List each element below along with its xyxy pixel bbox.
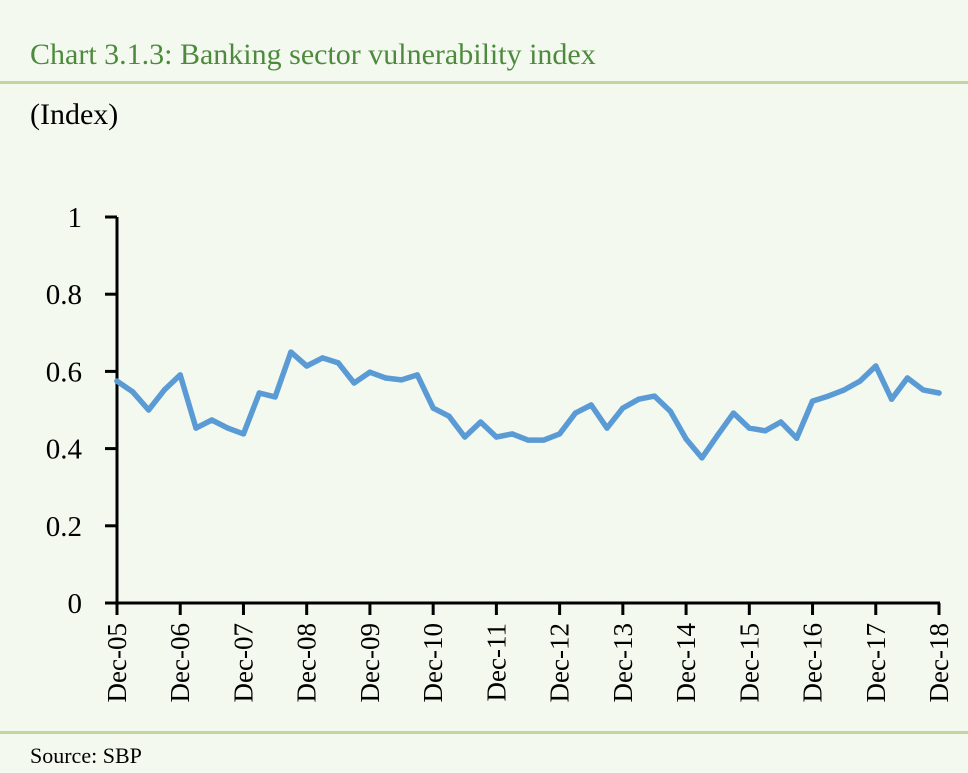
- data-point: [873, 363, 879, 369]
- data-point: [272, 394, 278, 400]
- data-point: [525, 437, 531, 443]
- data-point: [430, 405, 436, 411]
- source-divider: [0, 731, 968, 734]
- x-tick-label: Dec-14: [671, 623, 701, 703]
- data-point: [746, 425, 752, 431]
- title-divider: [0, 81, 968, 84]
- data-point: [683, 436, 689, 442]
- y-tick-label: 1: [68, 202, 83, 234]
- data-point: [572, 410, 579, 416]
- y-tick-label: 0.4: [46, 434, 83, 466]
- data-point: [794, 435, 800, 441]
- data-point: [319, 355, 326, 361]
- x-tick-label: Dec-18: [924, 623, 954, 702]
- data-point: [920, 387, 926, 393]
- data-point: [841, 387, 847, 393]
- data-point: [130, 389, 136, 395]
- data-point: [509, 431, 515, 437]
- data-point: [651, 393, 658, 399]
- data-point: [556, 431, 563, 437]
- x-tick-label: Dec-06: [165, 623, 195, 702]
- data-point: [414, 372, 420, 378]
- data-point: [462, 434, 468, 440]
- data-point: [762, 428, 768, 434]
- data-point: [493, 434, 500, 440]
- data-point: [383, 375, 389, 381]
- data-point: [604, 425, 610, 431]
- x-tick-label: Dec-16: [798, 623, 828, 702]
- data-point: [620, 405, 626, 411]
- data-point: [161, 387, 168, 393]
- data-point: [588, 402, 594, 408]
- y-tick-label: 0: [68, 588, 83, 620]
- data-point: [398, 377, 405, 383]
- data-point: [145, 407, 152, 413]
- data-point: [240, 431, 247, 437]
- data-point: [904, 375, 911, 381]
- x-tick-label: Dec-07: [228, 623, 258, 702]
- data-point: [667, 408, 673, 414]
- data-point: [114, 378, 120, 384]
- data-point: [351, 380, 357, 386]
- y-axis-unit-label: (Index): [30, 98, 119, 131]
- x-tick-label: Dec-17: [861, 623, 891, 702]
- x-tick-label: Dec-10: [418, 623, 448, 702]
- data-point: [446, 413, 452, 419]
- x-tick-label: Dec-05: [102, 623, 132, 702]
- data-point: [335, 360, 341, 366]
- data-point: [857, 378, 863, 384]
- data-point: [209, 417, 215, 423]
- x-tick-label: Dec-13: [608, 623, 638, 702]
- data-point: [699, 455, 705, 461]
- data-point: [225, 425, 231, 431]
- x-tick-label: Dec-15: [734, 623, 764, 702]
- data-point: [809, 398, 816, 404]
- data-point: [367, 369, 373, 375]
- data-point: [636, 396, 642, 402]
- x-tick-label: Dec-11: [481, 623, 511, 701]
- data-point: [477, 419, 484, 425]
- data-point: [730, 410, 737, 416]
- data-point: [256, 390, 262, 396]
- chart-title: Chart 3.1.3: Banking sector vulnerabilit…: [30, 38, 596, 71]
- data-point: [715, 432, 721, 438]
- data-point: [177, 372, 183, 378]
- data-point: [193, 425, 199, 431]
- x-tick-label: Dec-12: [545, 623, 575, 702]
- data-point: [778, 419, 784, 425]
- data-point: [288, 349, 294, 355]
- y-tick-label: 0.8: [46, 279, 82, 311]
- y-tick-label: 0.2: [46, 511, 82, 543]
- x-tick-label: Dec-08: [292, 623, 322, 702]
- data-point: [541, 437, 547, 443]
- data-point: [888, 396, 895, 402]
- data-point: [304, 363, 310, 369]
- source-note: Source: SBP: [30, 743, 142, 768]
- data-point: [936, 390, 942, 396]
- y-tick-label: 0.6: [46, 356, 82, 388]
- x-tick-label: Dec-09: [355, 623, 385, 702]
- data-point: [825, 393, 831, 399]
